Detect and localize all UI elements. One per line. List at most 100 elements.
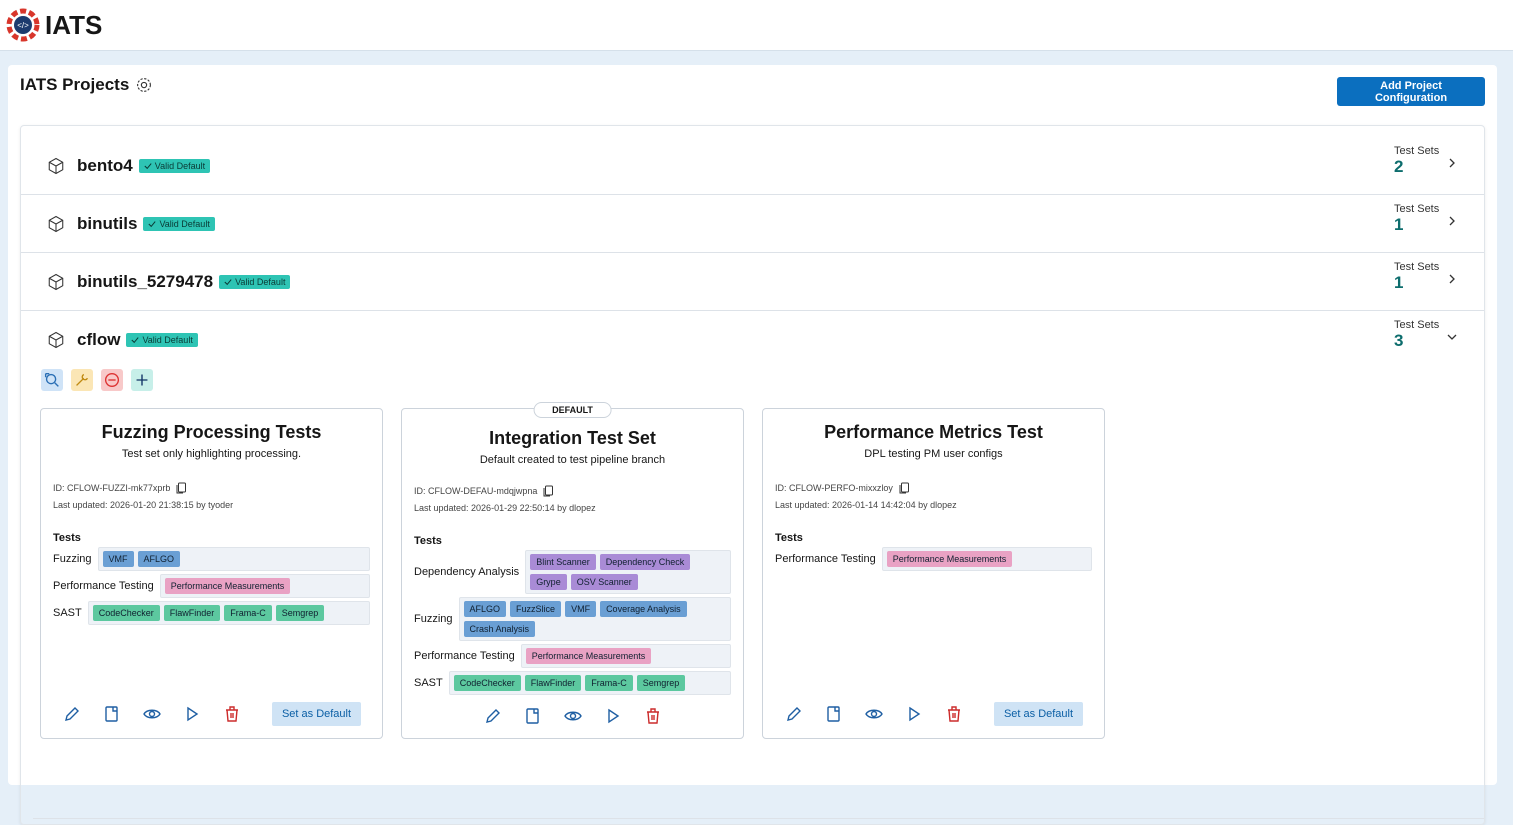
title-text: IATS Projects [20,75,130,94]
copy-id[interactable] [543,485,554,497]
copy[interactable] [523,706,543,726]
id-text: ID: CFLOW-FUZZI-mk77xprb [53,483,171,493]
last-updated: Last updated: 2026-01-20 21:38:15 by tyo… [53,500,234,510]
tool-list: Blint Scanner Dependency Check Grype OSV Sc… [525,550,731,594]
id-text: ID: CFLOW-PERFO-mixxzloy [775,483,893,493]
test-row: SAST CodeChecker FlawFinder Frama-C Semgrep [53,601,370,625]
test-sets-label: Test Sets [1394,319,1440,331]
tool-tag: OSV Scanner [570,574,638,590]
view[interactable] [142,704,162,724]
view[interactable] [563,706,583,726]
test-sets-count: 1 [1394,273,1404,292]
project-row[interactable]: bento4 Valid Default Test Sets 2 [21,137,1484,195]
svg-text:</>: </> [17,21,29,30]
run[interactable] [904,704,924,724]
tool-list: CodeChecker FlawFinder Frama-C Semgrep [448,671,731,695]
tool-button[interactable] [131,369,153,391]
chevron[interactable] [1446,215,1458,227]
status-badge: Valid Default [219,274,291,289]
badge-text: Valid Default [142,335,193,345]
tool-tag: Semgrep [275,605,325,621]
delete[interactable] [643,706,663,726]
status-badge: Valid Default [126,333,198,347]
add-project-button[interactable]: Add Project Configuration [1337,77,1485,106]
last-updated: Last updated: 2026-01-14 14:42:04 by dlo… [775,500,957,510]
app-name: IATS [45,9,103,40]
project-row[interactable]: binutils_5279478 Valid Default Test Sets 1 [21,253,1484,311]
logo: </> [6,8,40,42]
test-row: Performance Testing Performance Measureme… [53,574,370,598]
test-set-description: Default created to test pipeline branch [479,454,666,466]
last-updated: Last updated: 2026-01-29 22:50:14 by dlo… [414,503,596,513]
test-row: Performance Testing Performance Measureme… [414,644,731,668]
tests-heading: Tests [53,532,81,544]
delete[interactable] [222,704,242,724]
project-name: cflow [77,330,121,349]
test-set-card: DEFAULT Integration Test Set Default creat… [401,402,744,739]
chevron[interactable] [1446,157,1458,169]
project-name: binutils_5279478 [77,271,214,291]
tool-tag: Frama-C [585,675,633,691]
chevron[interactable] [1446,273,1458,285]
copy[interactable] [824,704,844,724]
run[interactable] [182,704,202,724]
delete[interactable] [944,704,964,724]
status-badge: Valid Default [143,216,215,231]
tool-button[interactable] [101,369,123,391]
test-set-id: ID: CFLOW-DEFAU-mdqjwpna [414,485,731,497]
test-category: SAST [53,607,82,619]
edit[interactable] [62,704,82,724]
edit[interactable] [483,706,503,726]
status-badge: Valid Default [138,158,211,173]
test-category: Fuzzing [414,613,453,625]
test-sets-count: 1 [1394,215,1404,234]
tool-tag: Coverage Analysis [600,601,687,617]
test-category: Performance Testing [53,580,154,592]
tool-button[interactable] [41,369,63,391]
test-sets-label: Test Sets [1394,261,1440,273]
divider [33,818,1484,819]
test-sets-label: Test Sets [1394,145,1440,157]
test-sets-count: 3 [1394,331,1404,350]
copy-id[interactable] [899,482,910,494]
test-set-cards: Fuzzing Processing Tests Test set only hi… [21,391,1484,739]
test-sets: Test Sets 3 [1394,319,1439,351]
project-name: binutils [77,213,138,233]
run[interactable] [603,706,623,726]
project-icon [47,273,65,291]
project-tools [21,369,1484,391]
tool-list: AFLGO FuzzSlice VMF Coverage Analysis Crash … [458,597,731,641]
tool-tag: FlawFinder [163,605,221,621]
set-default-button[interactable]: Set as Default [993,702,1084,726]
card-actions: Set as Default [763,702,1104,726]
tool-tag: Semgrep [636,675,686,691]
test-sets: Test Sets 1 [1394,203,1439,235]
tool-list: Performance Measurements [159,574,370,598]
tool-tag: Performance Measurements [886,551,1013,567]
copy-id[interactable] [176,482,187,494]
view[interactable] [864,704,884,724]
card-actions: Set as Default [41,702,382,726]
card-actions [402,706,743,726]
settings-icon[interactable] [135,76,153,94]
set-default-button[interactable]: Set as Default [271,702,362,726]
test-sets-label: Test Sets [1394,203,1440,215]
copy[interactable] [102,704,122,724]
tool-tag: FlawFinder [524,675,582,691]
test-set-id: ID: CFLOW-FUZZI-mk77xprb [53,482,370,494]
project-row[interactable]: binutils Valid Default Test Sets 1 [21,195,1484,253]
project-icon [47,331,65,349]
tool-button[interactable] [71,369,93,391]
tool-tag: Crash Analysis [463,621,536,637]
project-icon [47,157,65,175]
tool-tag: FuzzSlice [510,601,562,617]
edit[interactable] [784,704,804,724]
tool-list: Performance Measurements [520,644,731,668]
tool-tag: Performance Measurements [164,578,291,594]
id-text: ID: CFLOW-DEFAU-mdqjwpna [414,486,538,496]
chevron[interactable] [1446,331,1458,343]
test-sets: Test Sets 2 [1394,145,1439,177]
project-row[interactable]: cflow Valid Default Test Sets 3 [21,311,1484,369]
test-category: Performance Testing [775,553,876,565]
